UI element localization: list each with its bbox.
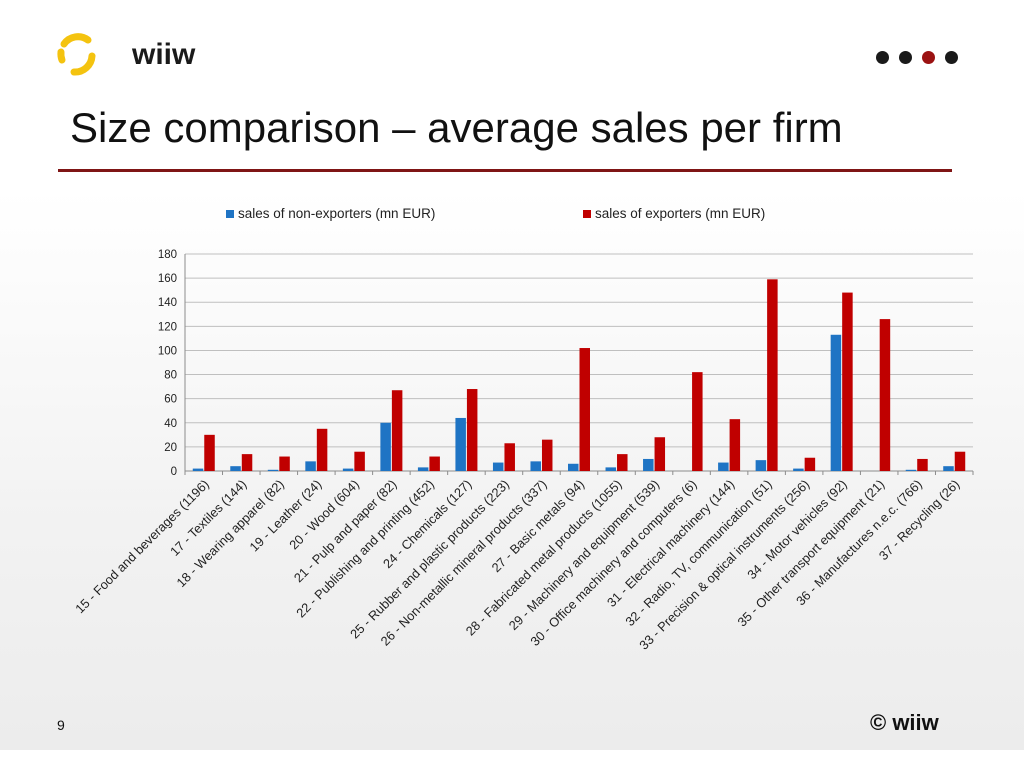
y-tick-label: 80 bbox=[164, 370, 177, 382]
x-tick-label: 15 - Food and beverages (1196) bbox=[72, 477, 212, 617]
bar-exporters bbox=[241, 454, 253, 471]
bar-exporters bbox=[954, 451, 966, 471]
bar-exporters bbox=[917, 458, 928, 471]
bar-non-exporters bbox=[342, 468, 354, 471]
bar-exporters bbox=[767, 279, 778, 471]
bar-non-exporters bbox=[230, 466, 241, 471]
legend-label-exporters: sales of exporters (mn EUR) bbox=[595, 206, 766, 221]
bar-exporters bbox=[204, 434, 215, 471]
legend-item-non-exporters: sales of non-exporters (mn EUR) bbox=[226, 206, 435, 221]
y-tick-label: 0 bbox=[171, 466, 177, 478]
bar-non-exporters bbox=[192, 468, 204, 471]
nav-dot-3-active bbox=[922, 51, 935, 64]
y-tick-label: 180 bbox=[158, 249, 177, 261]
y-tick-label: 100 bbox=[158, 345, 177, 357]
logo-text: wiiw bbox=[132, 38, 196, 71]
bar-non-exporters bbox=[605, 467, 617, 471]
bar-exporters bbox=[692, 372, 703, 471]
bar-exporters bbox=[391, 390, 403, 471]
chart-legend: sales of non-exporters (mn EUR) sales of… bbox=[0, 206, 1024, 224]
y-tick-label: 140 bbox=[158, 297, 177, 309]
bar-non-exporters bbox=[643, 458, 654, 471]
bar-non-exporters bbox=[830, 334, 842, 471]
nav-dot-1 bbox=[876, 51, 889, 64]
nav-dot-4 bbox=[945, 51, 958, 64]
y-tick-label: 20 bbox=[164, 442, 177, 454]
y-tick-label: 60 bbox=[164, 394, 177, 406]
bar-non-exporters bbox=[530, 461, 541, 471]
bar-chart: 0 20 40 60 80 100 120 140 160 180 15 - Food and be… bbox=[72, 249, 974, 653]
legend-swatch-exporters bbox=[583, 209, 591, 218]
bar-non-exporters bbox=[305, 461, 316, 471]
bar-non-exporters bbox=[492, 462, 504, 471]
bar-exporters bbox=[541, 439, 553, 471]
bar-non-exporters bbox=[905, 469, 917, 471]
bar-exporters bbox=[316, 428, 328, 471]
title-divider bbox=[58, 169, 952, 172]
bar-non-exporters bbox=[793, 468, 804, 471]
bar-non-exporters bbox=[755, 460, 767, 471]
bar-exporters bbox=[429, 456, 440, 471]
bar-non-exporters bbox=[417, 467, 429, 471]
bar-exporters bbox=[279, 456, 290, 471]
nav-dot-2 bbox=[899, 51, 912, 64]
page-number: 9 bbox=[57, 717, 65, 733]
bar-non-exporters bbox=[718, 462, 729, 471]
bar-exporters bbox=[729, 419, 741, 471]
bar-exporters bbox=[466, 389, 478, 471]
y-tick-label: 40 bbox=[164, 418, 177, 430]
legend-item-exporters: sales of exporters (mn EUR) bbox=[583, 206, 765, 221]
bar-non-exporters bbox=[943, 466, 954, 471]
bar-exporters bbox=[579, 348, 590, 471]
bar-exporters bbox=[504, 443, 515, 471]
legend-label-non-exporters: sales of non-exporters (mn EUR) bbox=[238, 206, 436, 221]
bar-exporters bbox=[842, 292, 853, 471]
bar-non-exporters bbox=[455, 417, 466, 471]
bar-exporters bbox=[617, 454, 628, 471]
bar-exporters bbox=[879, 319, 891, 471]
logo-mark-icon bbox=[57, 33, 96, 76]
legend-swatch-non-exporters bbox=[226, 209, 234, 218]
bar-non-exporters bbox=[267, 469, 279, 471]
bar-exporters bbox=[804, 457, 816, 471]
y-tick-label: 160 bbox=[158, 273, 177, 285]
page-title: Size comparison – average sales per firm bbox=[70, 104, 843, 151]
y-tick-label: 120 bbox=[158, 321, 177, 333]
bar-non-exporters bbox=[568, 463, 579, 471]
bar-exporters bbox=[654, 437, 666, 471]
bar-exporters bbox=[354, 451, 365, 471]
slide-nav-dots bbox=[876, 51, 960, 65]
bar-non-exporters bbox=[380, 422, 391, 471]
wiiw-logo: wiiw bbox=[56, 30, 196, 78]
footer-copyright: © wiiw bbox=[870, 710, 939, 735]
